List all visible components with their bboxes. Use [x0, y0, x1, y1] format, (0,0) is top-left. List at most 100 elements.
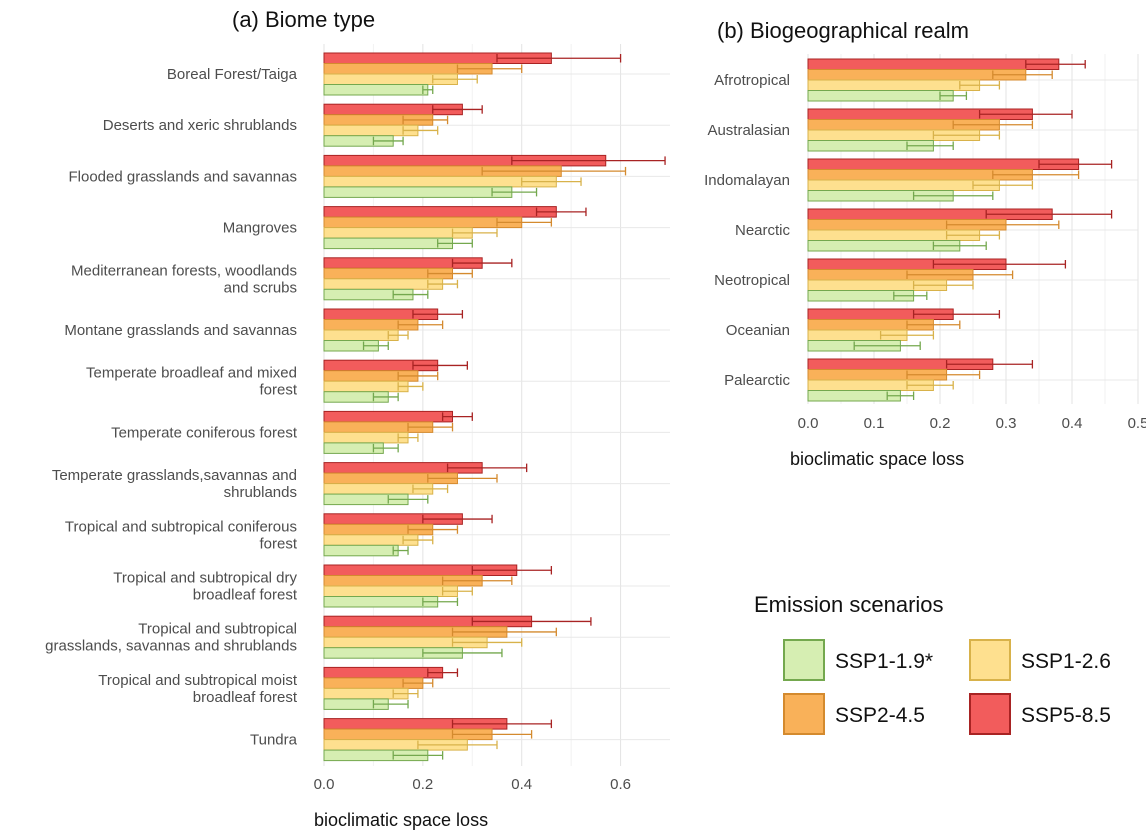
- category-label: Palearctic: [724, 372, 790, 389]
- category-label: Flooded grasslands and savannas: [69, 168, 298, 185]
- error-bar: [932, 260, 1067, 269]
- category-label: broadleaf forest: [193, 587, 298, 604]
- error-bar: [412, 310, 464, 319]
- error-bar: [402, 535, 434, 545]
- category-label: Mangroves: [223, 220, 297, 237]
- category-label: forest: [259, 382, 297, 399]
- category-label: Temperate grasslands,savannas and: [52, 467, 297, 484]
- category-label: Tropical and subtropical dry: [113, 570, 297, 587]
- legend-swatch: [783, 639, 825, 681]
- error-bar: [387, 331, 409, 340]
- x-tick-label: 0.3: [996, 415, 1017, 432]
- bar-ssp126: [323, 380, 409, 393]
- bar-ssp119: [323, 186, 513, 198]
- category-label: Nearctic: [735, 222, 791, 239]
- error-bar: [912, 191, 994, 200]
- x-tick-label: 0.0: [314, 776, 335, 793]
- bar-ssp585: [323, 410, 454, 423]
- error-bar: [451, 730, 533, 739]
- error-bar: [511, 156, 666, 165]
- category-label: Tropical and subtropical coniferous: [65, 518, 297, 535]
- error-bar: [402, 115, 449, 125]
- bar-ssp245: [323, 216, 523, 229]
- error-bar: [432, 105, 483, 114]
- legend-swatch: [969, 693, 1011, 735]
- error-bar: [853, 341, 921, 350]
- category-label: shrublands: [224, 484, 297, 501]
- category-label: Mediterranean forests, woodlands: [71, 262, 297, 279]
- error-bar: [906, 141, 954, 150]
- error-bar: [932, 241, 987, 250]
- legend-label: SSP2-4.5: [835, 704, 925, 727]
- category-label: Oceanian: [726, 322, 790, 339]
- error-bar: [912, 310, 1001, 319]
- category-label: Afrotropical: [714, 72, 790, 89]
- error-bar: [427, 668, 459, 677]
- x-tick-label: 0.1: [864, 415, 885, 432]
- error-bar: [412, 484, 449, 494]
- bar-ssp126: [807, 79, 981, 91]
- category-label: Deserts and xeric shrublands: [103, 117, 297, 134]
- error-bar: [893, 291, 928, 300]
- error-bar: [912, 281, 974, 290]
- category-label: broadleaf forest: [193, 689, 298, 706]
- error-bar: [985, 210, 1113, 219]
- error-bar: [972, 181, 1034, 190]
- legend-label: SSP1-1.9*: [835, 650, 933, 673]
- bar-ssp585: [323, 666, 444, 679]
- bar-ssp119: [323, 237, 454, 250]
- error-bar: [451, 258, 513, 268]
- category-label: Montane grasslands and savannas: [64, 322, 297, 339]
- error-bar: [417, 740, 498, 750]
- error-bar: [441, 412, 473, 421]
- error-bar: [422, 648, 503, 658]
- error-bar: [496, 54, 622, 63]
- error-bar: [422, 514, 493, 524]
- error-bar: [372, 443, 399, 453]
- category-label: and scrubs: [224, 279, 297, 296]
- legend-swatch: [783, 693, 825, 735]
- legend-label: SSP5-8.5: [1021, 704, 1111, 727]
- error-bar: [387, 495, 429, 504]
- error-bar: [397, 320, 444, 329]
- error-bar: [932, 131, 1001, 140]
- error-bar: [952, 120, 1034, 129]
- bar-ssp585: [323, 206, 557, 218]
- error-bar: [422, 85, 434, 94]
- category-label: Tundra: [250, 732, 298, 749]
- error-bar: [372, 699, 409, 709]
- category-label: Temperate coniferous forest: [111, 424, 298, 441]
- error-bar: [992, 170, 1080, 179]
- bar-ssp119: [323, 544, 399, 557]
- category-label: Tropical and subtropical: [138, 621, 297, 638]
- error-bar: [427, 279, 459, 289]
- bar-ssp585: [807, 158, 1080, 170]
- error-bar: [945, 220, 1060, 229]
- error-bar: [392, 546, 409, 555]
- x-tick-label: 0.0: [798, 415, 819, 432]
- bar-ssp119: [807, 90, 954, 102]
- category-label: grasslands, savannas and shrublands: [45, 638, 297, 655]
- error-bar: [456, 64, 523, 73]
- error-bar: [427, 269, 473, 278]
- error-bar: [496, 218, 553, 227]
- error-bar: [397, 433, 419, 442]
- error-bar: [441, 587, 473, 596]
- error-bar: [481, 166, 627, 176]
- x-tick-label: 0.6: [610, 776, 631, 793]
- error-bar: [392, 290, 429, 299]
- error-bar: [939, 91, 968, 100]
- error-bar: [945, 231, 1001, 240]
- error-bar: [535, 207, 587, 217]
- error-bar: [906, 270, 1014, 279]
- bar-ssp126: [323, 329, 399, 341]
- error-bar: [427, 474, 498, 483]
- error-bar: [1025, 60, 1086, 69]
- error-bar: [441, 576, 513, 585]
- error-bar: [521, 177, 582, 186]
- error-bar: [407, 525, 459, 534]
- bar-ssp126: [323, 431, 409, 444]
- bar-ssp585: [807, 58, 1060, 70]
- error-bar: [906, 370, 981, 379]
